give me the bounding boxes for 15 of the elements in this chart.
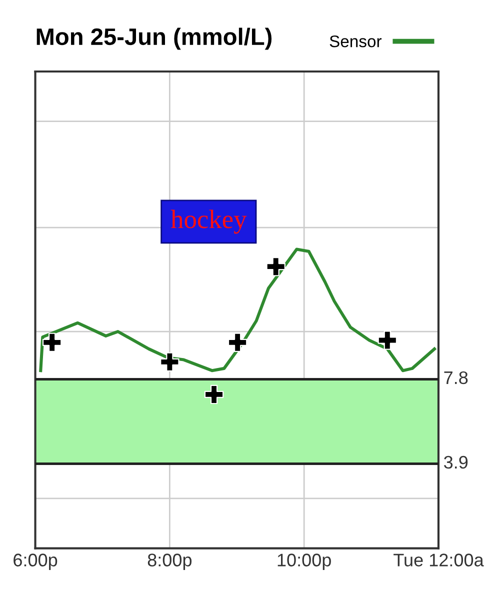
ref-line-label: 7.8 (444, 371, 468, 384)
point (266, 256, 286, 276)
x-tick-label: 8:00p (148, 554, 192, 570)
chart-title: Mon 25-Jun (mmol/L) (36, 28, 272, 50)
x-tick-label: 10:00p (278, 554, 331, 570)
legend-label: Sensor (330, 35, 382, 48)
x-tick-label: Tue 12:00a (394, 554, 484, 566)
point (42, 332, 62, 352)
point (228, 332, 248, 352)
annotation: hockey (170, 210, 247, 234)
point (160, 352, 180, 372)
point (378, 330, 398, 350)
point (204, 384, 224, 404)
ref-line-label: 3.9 (444, 456, 468, 469)
x-tick-label: 6:00p (14, 554, 58, 570)
